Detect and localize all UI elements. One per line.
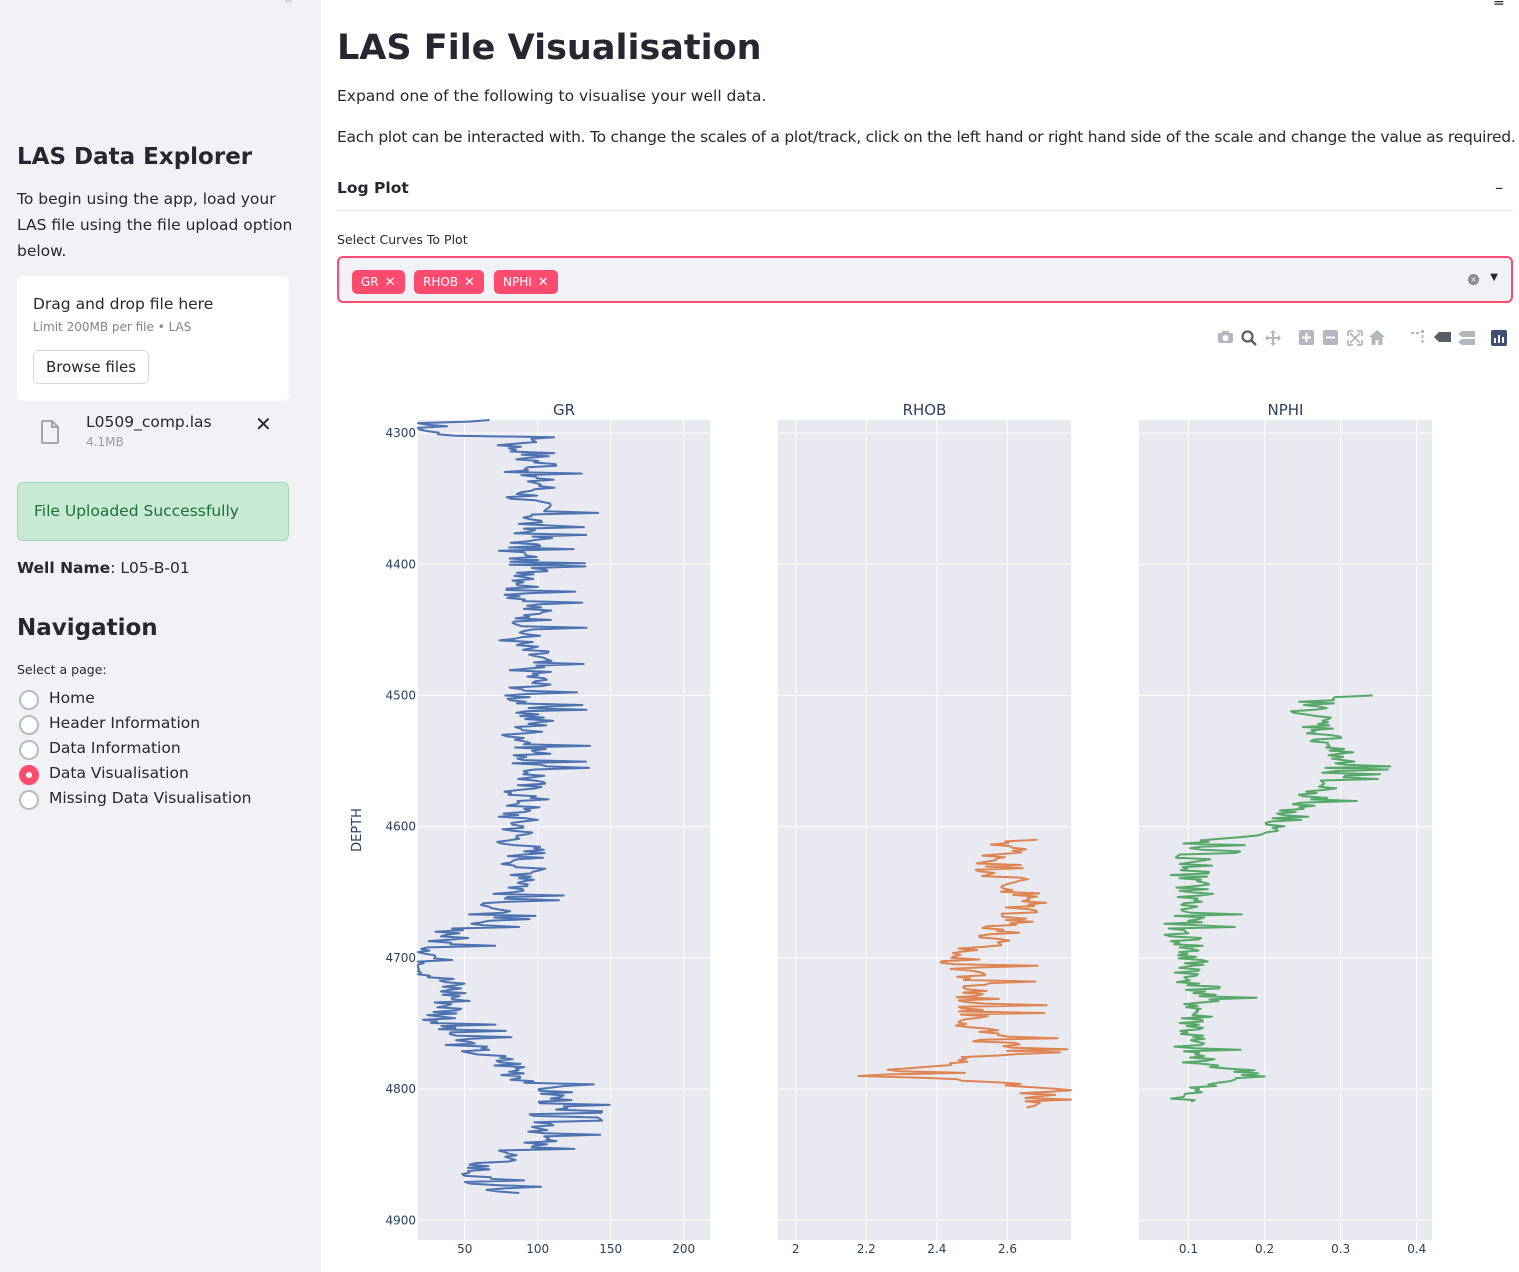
remove-file-icon[interactable]: ✕ [255,412,272,436]
plot-background [1139,420,1432,1240]
radio-button[interactable] [19,790,39,810]
x-tick-label: 0.3 [1331,1242,1350,1256]
hover-compare-icon[interactable] [1458,330,1476,351]
curve-tag-nphi: NPHI ✕ [494,270,558,294]
upload-success-text: File Uploaded Successfully [34,502,239,520]
x-tick-label: 2.4 [927,1242,946,1256]
log-plot-chart[interactable]: DEPTH 50 100 150 200 GR 4300 4400 4500 4600 4700 48… [321,350,1519,1272]
x-tick-label: 100 [526,1242,549,1256]
radio-label: Home [49,689,95,707]
browse-files-button[interactable]: Browse files [33,350,150,384]
radio-button[interactable] [19,740,39,760]
zoom-out-icon[interactable] [1323,330,1338,350]
plotly-logo-icon[interactable] [1491,330,1507,351]
y-tick-label: 4600 [385,820,416,834]
instructions-paragraph: Each plot can be interacted with. To cha… [337,128,1516,146]
track-gr: 50 100 150 200 GR 4300 4400 4500 4600 4700 4800 490… [385,401,710,1256]
y-tick-label: 4700 [385,951,416,965]
x-tick-label: 2.6 [998,1242,1017,1256]
uploaded-file-size: 4.1MB [86,435,124,449]
sidebar-title: LAS Data Explorer [17,144,253,170]
remove-tag-icon[interactable]: ✕ [464,275,475,290]
file-uploader-dropzone[interactable]: Drag and drop file here Limit 200MB per … [17,276,289,401]
navigation-label: Select a page: [17,662,107,677]
well-name-value: : L05-B-01 [110,559,190,577]
radio-label: Header Information [49,714,201,732]
well-name: Well Name: L05-B-01 [17,559,190,577]
uploaded-file: L0509_comp.las 4.1MB ✕ [17,408,289,453]
sidebar: « LAS Data Explorer To begin using the a… [0,0,321,1272]
expander-title: Log Plot [337,179,409,197]
x-tick-label: 200 [672,1242,695,1256]
track-title: RHOB [903,401,947,419]
track-title: GR [553,401,575,419]
remove-tag-icon[interactable]: ✕ [384,275,396,290]
radio-label: Data Visualisation [49,764,189,782]
x-tick-label: 50 [457,1242,472,1256]
pan-icon[interactable] [1265,330,1281,351]
zoom-in-icon[interactable] [1299,330,1314,350]
spike-lines-icon[interactable] [1411,330,1425,350]
dropdown-caret-icon[interactable]: ▼ [1490,272,1498,283]
radio-button[interactable] [19,715,39,735]
track-rhob: 2 2.2 2.4 2.6 RHOB [778,401,1072,1256]
track-title: NPHI [1268,401,1304,419]
curve-select-label: Select Curves To Plot [337,232,468,247]
tag-label: GR [361,275,379,289]
menu-icon[interactable]: ≡ [1493,0,1505,10]
zoom-icon[interactable] [1241,330,1257,351]
page-title: LAS File Visualisation [337,28,762,68]
remove-tag-icon[interactable]: ✕ [537,275,549,290]
radio-label: Data Information [49,739,181,757]
x-tick-label: 0.1 [1179,1242,1198,1256]
radio-button-selected[interactable] [19,765,39,785]
curve-tag-gr: GR ✕ [352,270,405,294]
plot-modebar [1217,330,1509,348]
y-axis-title: DEPTH [350,808,365,852]
camera-icon[interactable] [1217,330,1234,349]
well-name-label: Well Name [17,559,111,577]
curve-tag-rhob: RHOB ✕ [414,270,484,294]
curve-line-nphi [1163,694,1392,1103]
x-tick-label: 150 [599,1242,622,1256]
sidebar-intro: To begin using the app, load your LAS fi… [17,190,293,260]
uploaded-file-name: L0509_comp.las [86,413,212,431]
x-tick-label: 2 [792,1242,800,1256]
collapse-sidebar-icon[interactable]: « [284,0,293,8]
log-plot-expander-header[interactable]: Log Plot – [337,170,1513,211]
track-nphi: 0.1 0.2 0.3 0.4 NPHI [1139,401,1432,1256]
upload-success-alert: File Uploaded Successfully [17,482,289,541]
x-tick-label: 0.2 [1255,1242,1274,1256]
curve-multiselect[interactable]: GR ✕ RHOB ✕ NPHI ✕ × ▼ [337,256,1513,303]
plot-background [778,420,1071,1240]
collapse-icon[interactable]: – [1495,178,1503,197]
curve-line-rhob [857,838,1072,1109]
radio-label: Missing Data Visualisation [49,789,252,807]
curve-line-gr [417,419,611,1194]
reset-axes-icon[interactable] [1369,330,1385,350]
dropzone-limit: Limit 200MB per file • LAS [33,320,192,334]
main-content: ≡ LAS File Visualisation Expand one of t… [321,0,1519,1272]
hover-closest-icon[interactable] [1434,330,1452,348]
tag-label: RHOB [423,275,459,289]
y-tick-label: 4300 [385,426,416,440]
tag-label: NPHI [503,275,532,289]
autoscale-icon[interactable] [1347,330,1363,351]
y-tick-label: 4400 [385,557,416,571]
dropzone-instructions: Drag and drop file here [33,295,214,313]
y-tick-label: 4800 [385,1082,416,1096]
intro-paragraph: Expand one of the following to visualise… [337,87,767,105]
file-icon [41,420,59,444]
x-tick-label: 0.4 [1407,1242,1426,1256]
y-tick-label: 4900 [385,1213,416,1227]
radio-button[interactable] [19,690,39,710]
y-tick-label: 4500 [385,689,416,703]
x-tick-label: 2.2 [857,1242,876,1256]
clear-all-icon[interactable]: × [1468,274,1479,285]
navigation-title: Navigation [17,615,158,641]
